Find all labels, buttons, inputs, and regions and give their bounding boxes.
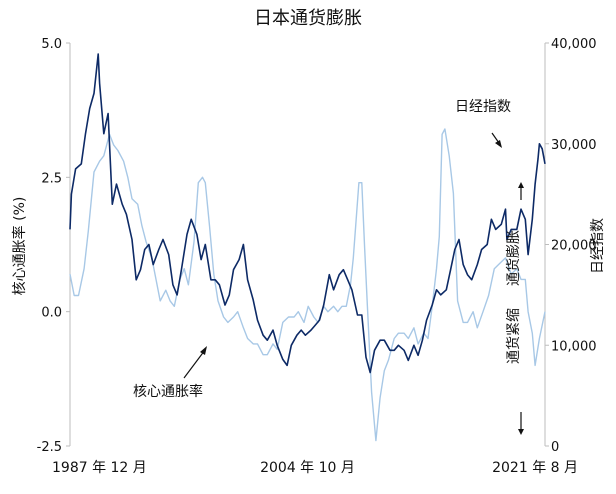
nikkei-annotation: 日经指数 [455, 99, 511, 115]
right-tick-label: 40,000 [551, 37, 597, 52]
x-tick-label: 1987 年 12 月 [52, 460, 147, 476]
right-tick-label: 0 [551, 440, 559, 455]
chart-title: 日本通货膨胀 [254, 8, 362, 29]
right-tick-label: 20,000 [551, 239, 597, 254]
x-tick-label: 2004 年 10 月 [260, 460, 355, 476]
deflation-arrowhead [518, 429, 524, 435]
left-axis-ticks: 5.0 2.5 0.0 -2.5 [37, 37, 70, 455]
inflation-arrowhead [518, 182, 524, 188]
core-inflation-arrowhead [200, 346, 207, 355]
left-tick-label: 2.5 [41, 171, 62, 186]
core-inflation-annotation: 核心通胀率 [133, 383, 203, 400]
left-axis-label: 核心通胀率 (%) [11, 197, 28, 296]
x-tick-label: 2021 年 8 月 [492, 460, 578, 476]
right-axis-ticks: 40,000 30,000 20,000 10,000 0 [545, 37, 597, 455]
series-layer [69, 53, 546, 442]
right-tick-label: 30,000 [551, 138, 597, 153]
core-inflation-arrow [183, 349, 206, 379]
right-tick-label: 10,000 [551, 339, 597, 354]
nikkei-arrowhead [495, 140, 502, 148]
nikkei-series-line [69, 53, 546, 374]
left-tick-label: 0.0 [41, 306, 62, 321]
left-tick-label: 5.0 [41, 37, 62, 52]
right-axis-label: 日经指数 [590, 218, 606, 274]
deflation-annotation: 通货紧缩 [505, 308, 522, 364]
left-tick-label: -2.5 [37, 440, 62, 455]
inflation-annotation: 通货膨胀 [505, 230, 522, 286]
x-axis-ticks: 1987 年 12 月 2004 年 10 月 2021 年 8 月 [52, 460, 578, 476]
